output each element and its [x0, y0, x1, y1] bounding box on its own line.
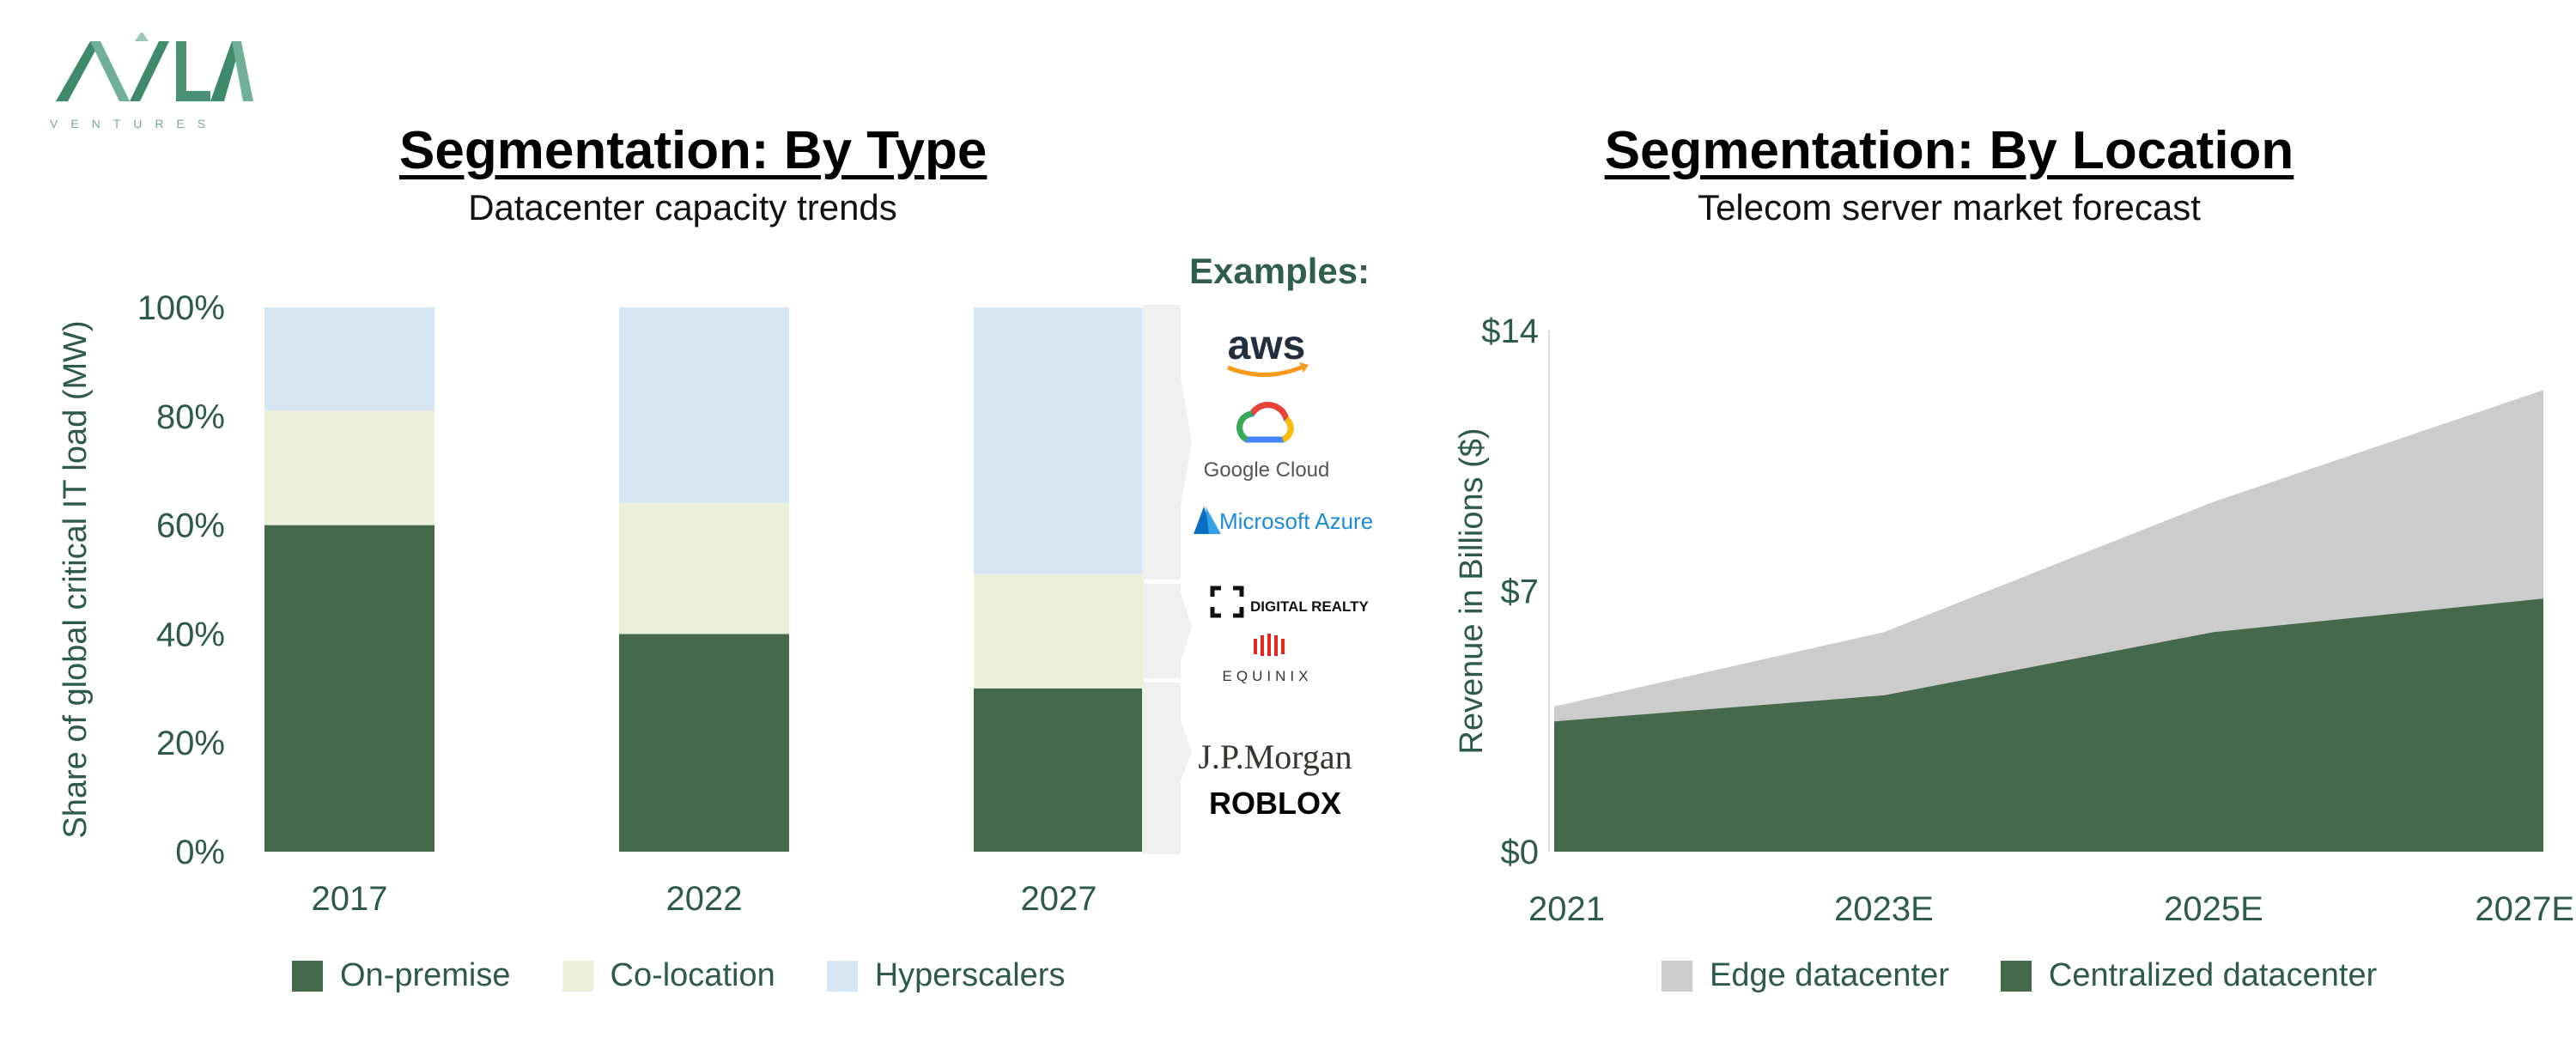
- bar-colocation-2022: [619, 503, 789, 634]
- x-tick-label: 2022: [666, 880, 743, 918]
- y-tick-label: $14: [1481, 313, 1539, 350]
- y-tick-label: 100%: [137, 289, 225, 327]
- area-centralized-datacenter: [1554, 598, 2543, 852]
- y-tick-label: 40%: [156, 616, 225, 653]
- right-subtitle: Telecom server market forecast: [1698, 187, 2201, 228]
- y-axis-label: Share of global critical IT load (MW): [58, 320, 94, 838]
- bar-hyperscalers-2017: [264, 307, 434, 411]
- roblox-logo: ROBLOX: [1209, 786, 1341, 821]
- legend-label-onpremise: On-premise: [340, 957, 511, 993]
- aws-logo: aws: [1228, 323, 1306, 368]
- legend-label-hyperscalers: Hyperscalers: [874, 957, 1066, 993]
- legend-label-centralized: Centralized datacenter: [2048, 957, 2378, 993]
- google-cloud-text: Google Cloud: [1204, 458, 1330, 482]
- google-cloud-icon: [1236, 402, 1294, 443]
- x-tick-label: 2027E: [2475, 890, 2574, 928]
- jpmorgan-logo: J.P.Morgan: [1198, 737, 1352, 776]
- bar-onpremise-2027: [974, 688, 1144, 852]
- digital-realty-text: DIGITAL REALTY: [1250, 598, 1370, 615]
- y-axis-label: Revenue in Billions ($): [1454, 428, 1490, 754]
- area-edge-datacenter: [1554, 390, 2543, 722]
- x-tick-label: 2027: [1021, 880, 1097, 918]
- bar-colocation-2027: [974, 574, 1144, 689]
- bar-onpremise-2017: [264, 525, 434, 852]
- bar-colocation-2017: [264, 410, 434, 525]
- legend-swatch-colocation: [562, 960, 593, 992]
- y-tick-label: 20%: [156, 725, 225, 762]
- y-tick-label: 60%: [156, 507, 225, 545]
- x-tick-label: 2017: [312, 880, 388, 918]
- logo-subtext: VENTURES: [50, 117, 219, 130]
- left-title: Segmentation: By Type: [399, 121, 987, 180]
- bar-chart: 0% 20% 40% 60% 80% 100% Share of global critic…: [58, 289, 1144, 918]
- equinix-icon: [1254, 634, 1285, 656]
- bar-hyperscalers-2027: [974, 307, 1144, 574]
- legend-label-edge: Edge datacenter: [1710, 957, 1949, 993]
- area-legend: Edge datacenter Centralized datacenter: [1662, 957, 2428, 994]
- digital-realty-icon: [1210, 586, 1244, 618]
- y-tick-label: $7: [1501, 574, 1540, 611]
- legend-swatch-onpremise: [292, 960, 323, 992]
- x-tick-label: 2023E: [1834, 890, 1934, 928]
- avila-logo: [56, 33, 253, 101]
- y-tick-label: $0: [1501, 834, 1540, 871]
- right-title: Segmentation: By Location: [1604, 121, 2294, 180]
- examples-title: Examples:: [1189, 251, 1370, 291]
- y-tick-label: 80%: [156, 398, 225, 436]
- x-tick-label: 2025E: [2164, 890, 2263, 928]
- bar-hyperscalers-2022: [619, 307, 789, 504]
- x-tick-label: 2021: [1528, 890, 1605, 928]
- legend-swatch-centralized: [2000, 960, 2032, 992]
- y-tick-label: 0%: [175, 834, 225, 871]
- area-chart: $0 $7 $14 Revenue in Billions ($) 2021 2023E 2…: [1454, 313, 2574, 928]
- bar-legend: On-premise Co-location Hyperscalers: [292, 957, 1116, 994]
- examples-logos: aws Google Cloud Microsoft Azure DIGITAL…: [1142, 305, 1373, 854]
- left-subtitle: Datacenter capacity trends: [468, 187, 897, 228]
- legend-label-colocation: Co-location: [610, 957, 775, 993]
- microsoft-azure-logo: Microsoft Azure: [1219, 508, 1373, 534]
- equinix-text: EQUINIX: [1223, 668, 1313, 684]
- bar-onpremise-2022: [619, 634, 789, 852]
- legend-swatch-hyperscalers: [826, 960, 858, 992]
- legend-swatch-edge: [1662, 960, 1692, 992]
